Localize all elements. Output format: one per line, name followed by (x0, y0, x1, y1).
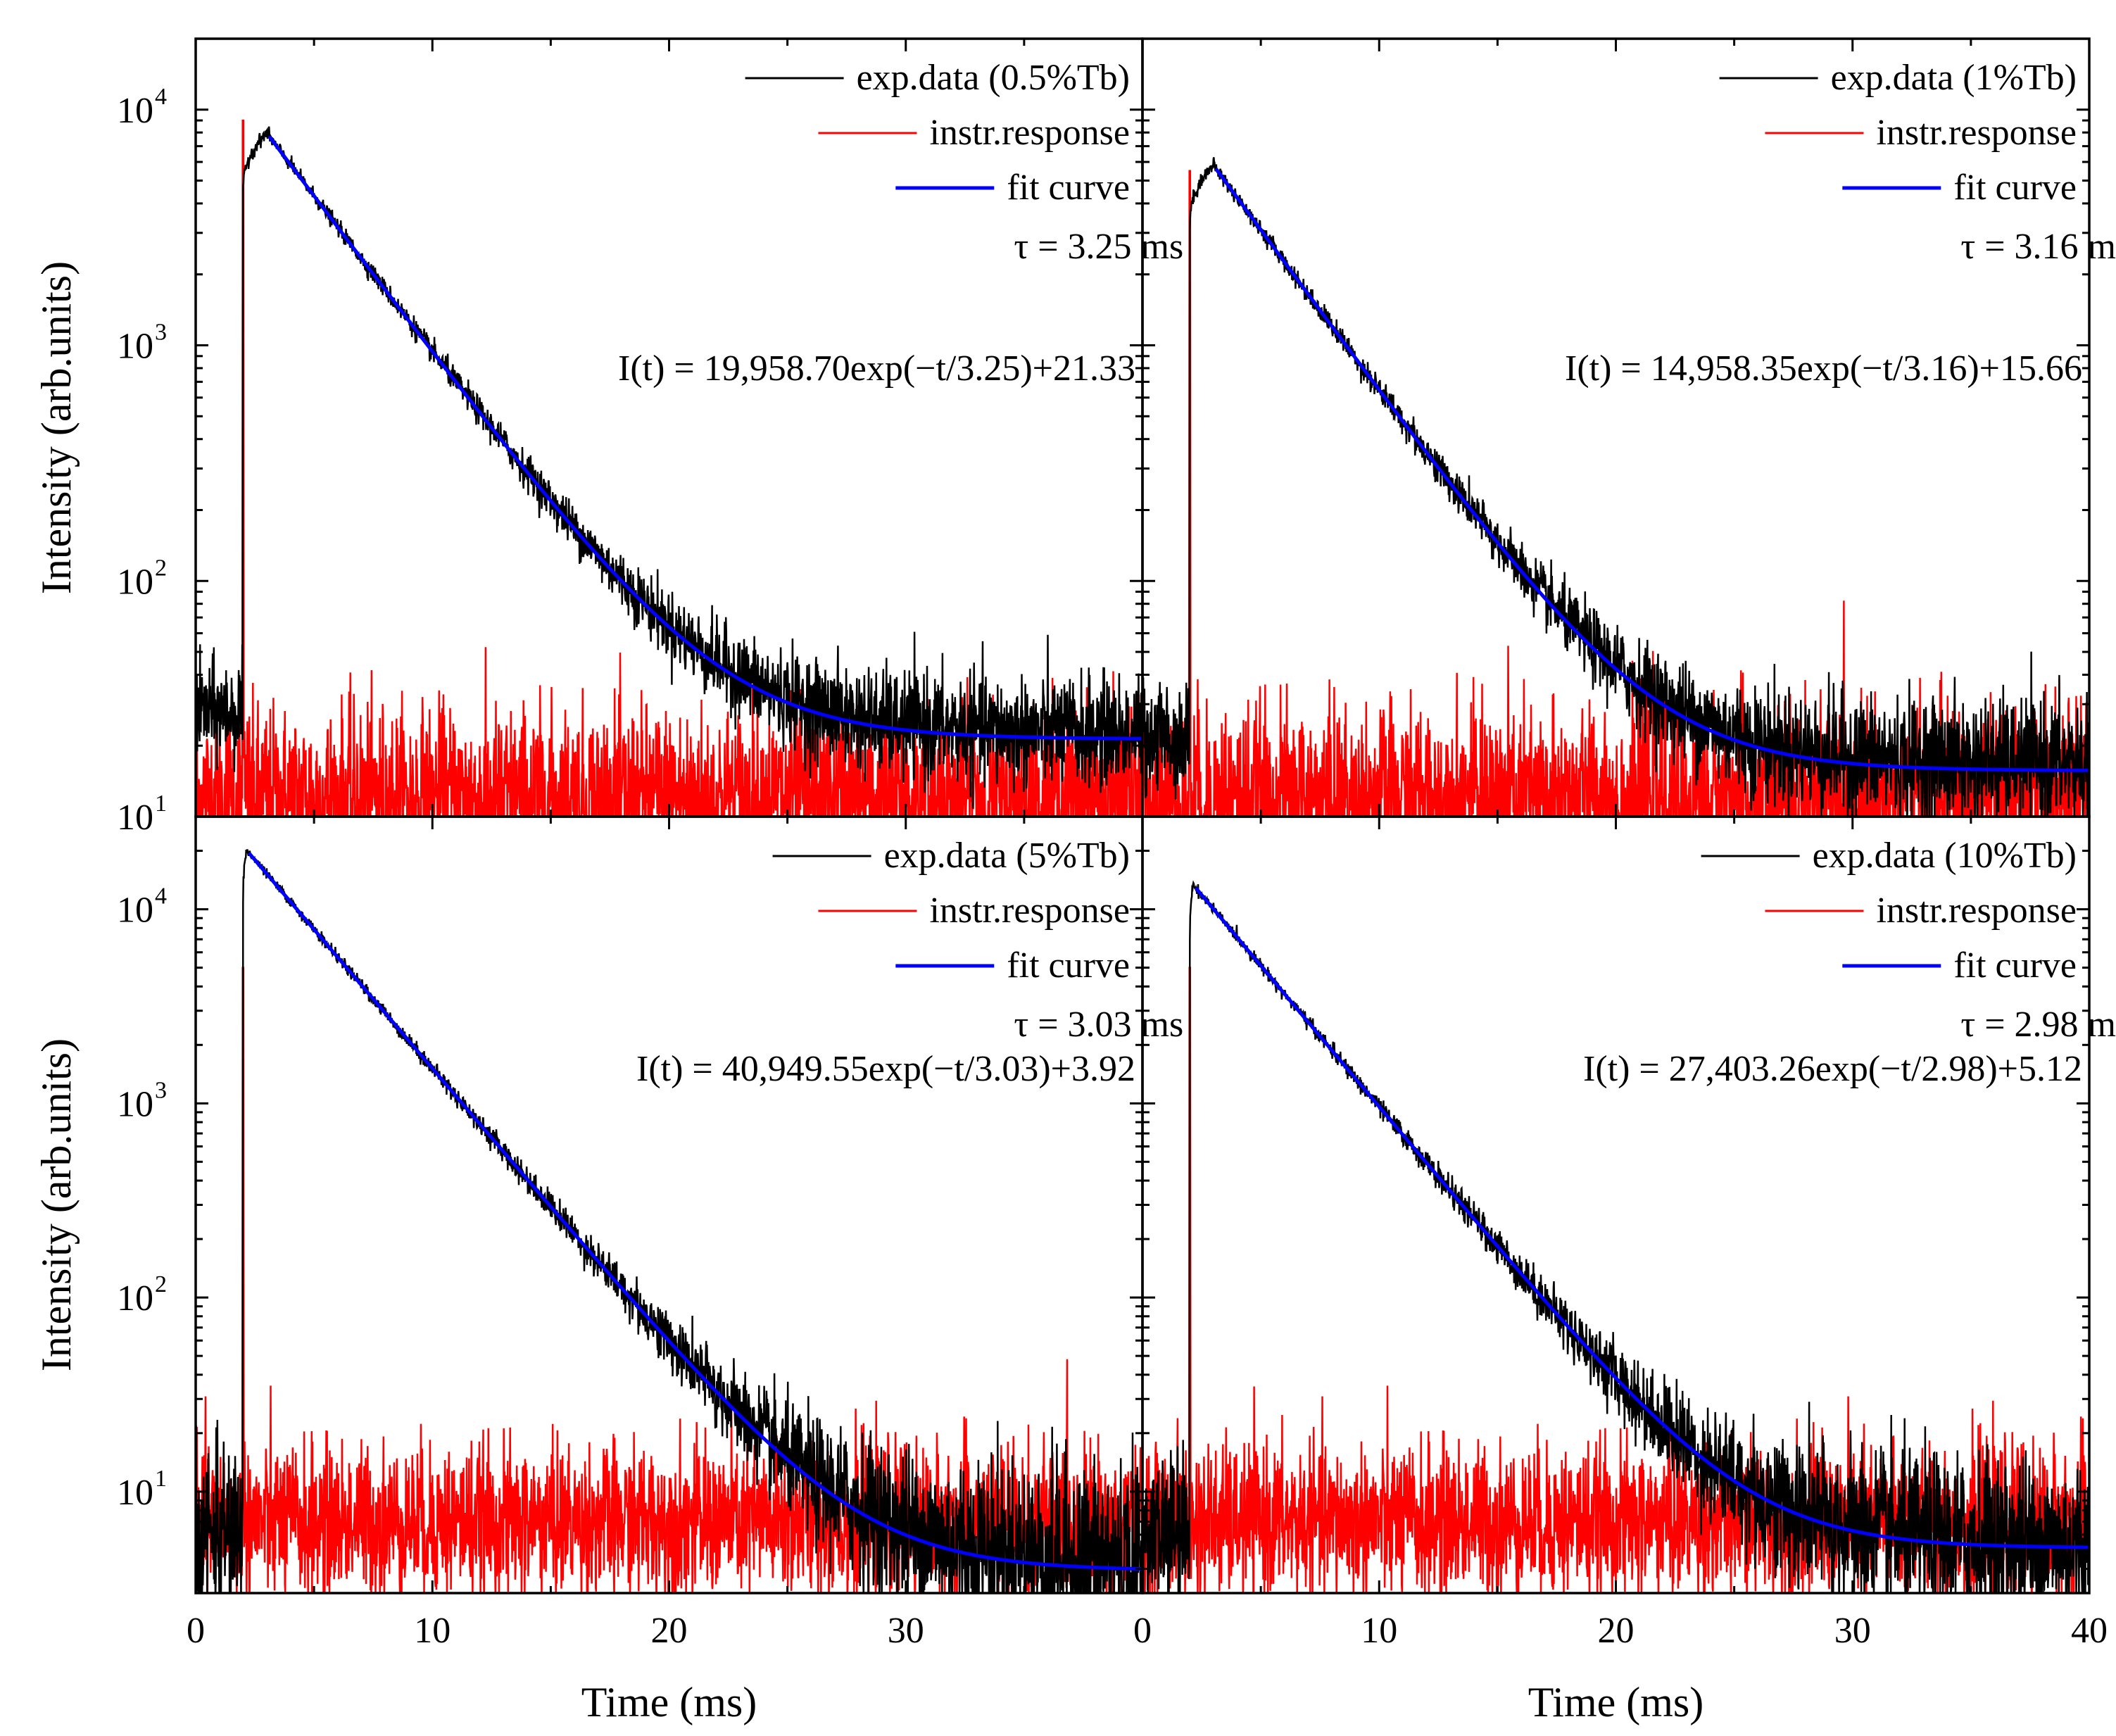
series-fit-curve (247, 852, 1142, 1571)
tau-annotation: τ = 3.03 ms (1014, 1005, 1183, 1045)
legend-label: fit curve (1953, 945, 2077, 986)
panel-top-right: exp.data (1%Tb) instr.response fit curve τ … (1141, 37, 2116, 818)
y-tick-label: 10 (117, 562, 153, 602)
tau-annotation: τ = 3.25 ms (1014, 227, 1183, 267)
y-tick-label: 10 (117, 891, 153, 931)
x-tick-label: 10 (1361, 1611, 1397, 1651)
legend-label: instr.response (929, 113, 1130, 153)
legend-label: instr.response (1876, 113, 2077, 153)
legend-label: exp.data (5%Tb) (884, 836, 1130, 876)
series-instr-response (1142, 967, 2089, 1593)
y-tick-label: 10 (117, 91, 153, 131)
tau-annotation: τ = 2.98 ms (1960, 1005, 2116, 1045)
y-tick-exponent: 2 (155, 1271, 167, 1297)
tau-annotation: τ = 3.16 ms (1960, 227, 2116, 267)
x-axis-title: Time (ms) (1528, 1679, 1704, 1725)
legend: exp.data (1%Tb) instr.response fit curve (1719, 58, 2077, 208)
plot-area (196, 119, 1142, 817)
y-tick-label: 10 (117, 327, 153, 367)
y-tick-label: 10 (117, 1473, 153, 1513)
series-fit-curve (1194, 886, 2089, 1549)
x-tick-label: 0 (1133, 1611, 1152, 1651)
x-tick-label: 20 (651, 1611, 688, 1651)
x-tick-label: 30 (1834, 1611, 1871, 1651)
y-tick-exponent: 1 (155, 1466, 167, 1492)
series-fit-curve (1214, 167, 2089, 772)
legend-label: exp.data (1%Tb) (1831, 58, 2077, 98)
y-tick-label: 10 (117, 1084, 153, 1124)
y-tick-exponent: 3 (155, 320, 167, 346)
y-tick-exponent: 3 (155, 1077, 167, 1103)
y-tick-exponent: 1 (155, 791, 167, 817)
x-tick-label: 40 (2071, 1611, 2108, 1651)
fit-equation: I(t) = 19,958.70exp(−t/3.25)+21.33 (618, 348, 1135, 389)
x-tick-label: 0 (187, 1611, 205, 1651)
plot-area (196, 849, 1142, 1593)
series-fit-curve (267, 135, 1142, 741)
legend-label: instr.response (1876, 891, 2077, 931)
x-tick-label: 20 (1598, 1611, 1635, 1651)
fit-equation: I(t) = 40,949.55exp(−t/3.03)+3.92 (636, 1049, 1135, 1089)
x-tick-label: 30 (888, 1611, 924, 1651)
legend-label: fit curve (1953, 168, 2077, 208)
legend: exp.data (10%Tb) instr.response fit curve (1701, 836, 2077, 986)
y-tick-label: 10 (117, 1278, 153, 1319)
panel-bottom-right: 0 10 20 30 40 Time (ms) exp.data (10%Tb) instr.… (1133, 815, 2116, 1725)
x-tick-label: 10 (414, 1611, 451, 1651)
legend-label: exp.data (0.5%Tb) (857, 58, 1130, 98)
fit-equation: I(t) = 14,958.35exp(−t/3.16)+15.66 (1565, 348, 2082, 389)
legend: exp.data (5%Tb) instr.response fit curve (772, 836, 1130, 986)
y-axis-title: Intensity (arb.units) (33, 1038, 80, 1371)
plot-area (1142, 880, 2089, 1593)
y-axis-title: Intensity (arb.units) (33, 261, 80, 594)
y-tick-exponent: 4 (155, 84, 167, 110)
legend-label: fit curve (1007, 945, 1130, 986)
y-tick-label: 10 (117, 798, 153, 838)
y-tick-exponent: 4 (155, 883, 167, 910)
legend-label: instr.response (929, 891, 1130, 931)
x-axis-title: Time (ms) (581, 1679, 757, 1725)
y-tick-exponent: 2 (155, 555, 167, 581)
legend-label: fit curve (1007, 168, 1130, 208)
fit-equation: I(t) = 27,403.26exp(−t/2.98)+5.12 (1583, 1049, 2082, 1089)
plot-area (1142, 157, 2089, 817)
legend: exp.data (0.5%Tb) instr.response fit curve (745, 58, 1130, 208)
legend-label: exp.data (10%Tb) (1813, 836, 2077, 876)
